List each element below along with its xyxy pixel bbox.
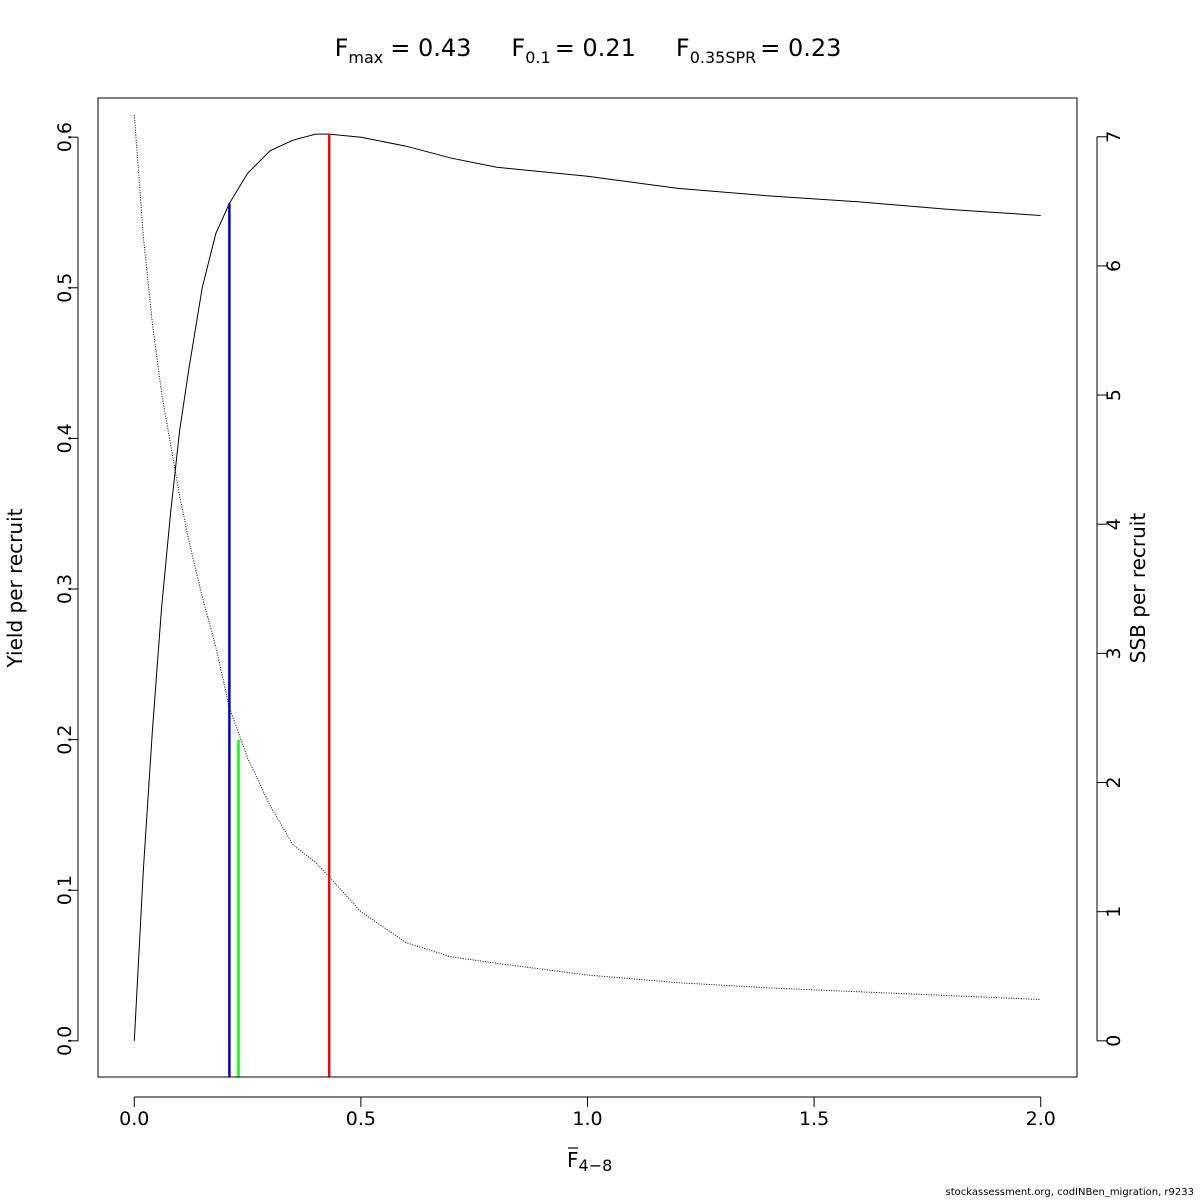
- title-f01-value: = 0.21: [555, 34, 636, 62]
- y2-tick-label-5: 5: [1103, 389, 1125, 401]
- y2-tick-label-6: 6: [1103, 260, 1125, 272]
- y2-tick-label-7: 7: [1103, 131, 1125, 143]
- svg-text:F4−8: F4−8: [567, 1148, 612, 1175]
- y-tick-label-3: 0.3: [54, 574, 76, 604]
- axes-layer: 0.0 0.5 1.0 1.5 2.0 0.0 0.1 0.2 0.3 0.4 0.5 0.6 0 1 2 3…: [54, 122, 1125, 1130]
- y2-tick-label-2: 2: [1103, 776, 1125, 788]
- chart-title: Fmax = 0.43 F0.1 = 0.21 F0.35SPR = 0.23: [335, 34, 842, 67]
- x-tick-label-1: 0.5: [346, 1108, 376, 1130]
- x-axis-title-subscript: 4−8: [579, 1156, 613, 1175]
- y-tick-label-4: 0.4: [54, 423, 76, 453]
- title-fspr-value: = 0.23: [760, 34, 841, 62]
- y2-tick-label-0: 0: [1103, 1035, 1125, 1047]
- y-tick-label-1: 0.1: [54, 875, 76, 905]
- y-tick-label-0: 0.0: [54, 1026, 76, 1056]
- y2-tick-label-1: 1: [1103, 906, 1125, 918]
- title-f01-symbol: F: [511, 34, 525, 62]
- x-tick-label-2: 1.0: [572, 1108, 602, 1130]
- title-fmax-subscript: max: [348, 48, 383, 67]
- x-tick-label-4: 2.0: [1026, 1108, 1056, 1130]
- title-fmax-symbol: F: [335, 34, 349, 62]
- y-tick-label-2: 0.2: [54, 724, 76, 754]
- y-tick-label-5: 0.5: [54, 273, 76, 303]
- x-axis-title: F4−8: [567, 1147, 612, 1175]
- series-line-1: [133, 114, 1041, 1000]
- footer-credit: stockassessment.org, codINBen_migration,…: [946, 1187, 1195, 1198]
- x-tick-label-0: 0.0: [119, 1108, 149, 1130]
- y2-axis-title: SSB per recruit: [1126, 513, 1150, 664]
- y2-tick-label-3: 3: [1103, 647, 1125, 659]
- y2-tick-label-4: 4: [1103, 518, 1125, 530]
- plot-layer: [133, 114, 1041, 1077]
- title-fspr-symbol: F: [676, 34, 690, 62]
- y-tick-label-6: 0.6: [54, 122, 76, 152]
- plot-box: [97, 97, 1078, 1078]
- x-tick-label-3: 1.5: [799, 1108, 829, 1130]
- series-line-0: [133, 133, 1041, 1041]
- title-fmax-value: = 0.43: [390, 34, 471, 62]
- x-axis-title-symbol: F: [567, 1148, 579, 1172]
- title-fspr-subscript: 0.35SPR: [690, 48, 757, 67]
- title-f01-subscript: 0.1: [525, 48, 550, 67]
- y-axis-title: Yield per recruit: [3, 508, 27, 668]
